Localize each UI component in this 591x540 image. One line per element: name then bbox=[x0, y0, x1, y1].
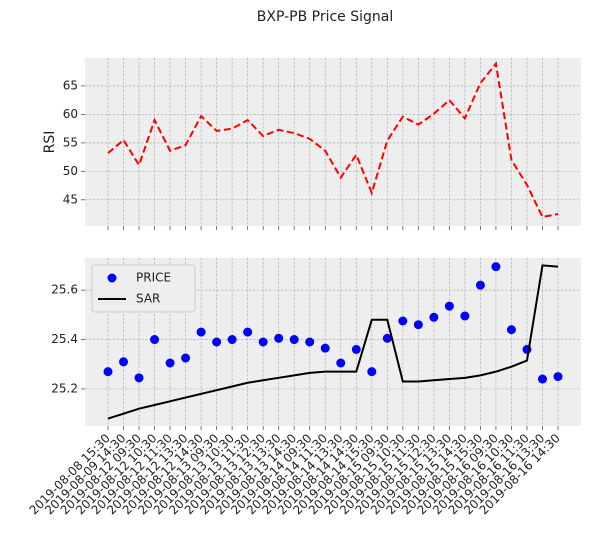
point bbox=[103, 367, 113, 377]
point bbox=[475, 280, 485, 290]
point bbox=[274, 333, 284, 343]
point bbox=[491, 262, 501, 272]
point bbox=[537, 374, 547, 384]
point bbox=[444, 301, 454, 311]
plot-area bbox=[85, 58, 581, 226]
legend-marker bbox=[107, 273, 117, 283]
point bbox=[119, 357, 129, 367]
point bbox=[382, 333, 392, 343]
point bbox=[351, 344, 361, 354]
point bbox=[506, 325, 516, 335]
y-tick-label: 45 bbox=[63, 192, 78, 206]
point bbox=[150, 335, 160, 345]
y-tick-label: 50 bbox=[63, 164, 78, 178]
point bbox=[413, 320, 423, 330]
point bbox=[398, 316, 408, 326]
legend-box bbox=[91, 264, 196, 313]
point bbox=[227, 335, 237, 345]
y-tick-label: 60 bbox=[63, 107, 78, 121]
point bbox=[429, 312, 439, 322]
y-tick-label: 55 bbox=[63, 135, 78, 149]
legend-label: PRICE bbox=[136, 271, 171, 285]
point bbox=[336, 358, 346, 368]
y-tick-label: 65 bbox=[63, 78, 78, 92]
point bbox=[212, 337, 222, 347]
line bbox=[107, 61, 559, 219]
line bbox=[107, 264, 559, 420]
point bbox=[289, 335, 299, 345]
point bbox=[305, 337, 315, 347]
point bbox=[320, 343, 330, 353]
y-axis-label: RSI bbox=[42, 131, 58, 154]
point bbox=[258, 337, 268, 347]
chart-title: BXP-PB Price Signal bbox=[257, 9, 394, 25]
y-tick-label: 25.4 bbox=[51, 332, 78, 346]
legend-label: SAR bbox=[136, 292, 160, 306]
point bbox=[196, 327, 206, 337]
point bbox=[165, 358, 175, 368]
point bbox=[460, 311, 470, 321]
point bbox=[134, 373, 144, 383]
point bbox=[367, 367, 377, 377]
point bbox=[181, 353, 191, 363]
y-tick-label: 25.2 bbox=[51, 381, 78, 395]
point bbox=[553, 372, 563, 382]
point bbox=[243, 327, 253, 337]
y-tick-label: 25.6 bbox=[51, 283, 78, 297]
